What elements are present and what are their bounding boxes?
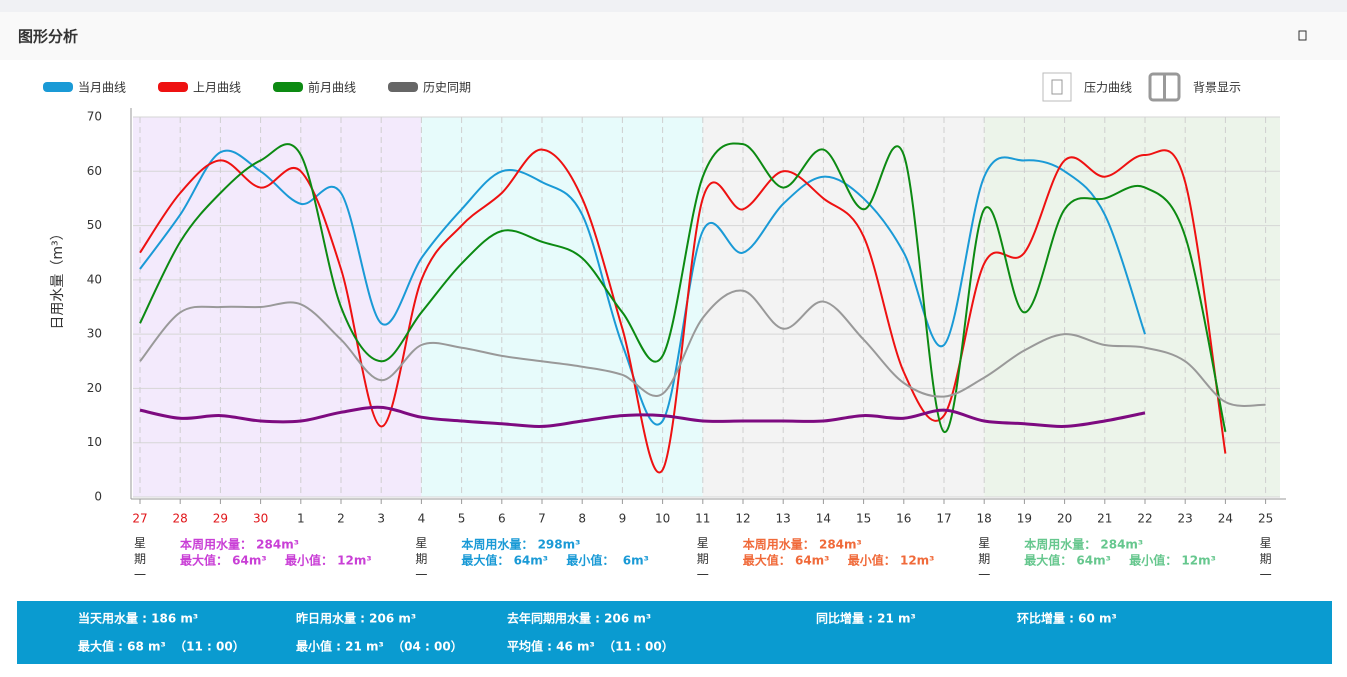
x-tick-label: 13 <box>776 512 791 526</box>
weekday-label: 星期一 <box>415 536 427 582</box>
x-tick-label: 5 <box>458 512 466 526</box>
weekday-label: 星期一 <box>134 536 146 582</box>
x-tick-label: 22 <box>1137 512 1152 526</box>
x-tick-label: 20 <box>1057 512 1072 526</box>
legend-label: 上月曲线 <box>193 81 241 95</box>
week-max: 最大值： 64m³ <box>743 553 830 568</box>
summary-item: 最小值 : 21 m³ （04 : 00） <box>296 639 463 654</box>
x-tick-label: 6 <box>498 512 506 526</box>
x-tick-label: 28 <box>173 512 188 526</box>
x-tick-label: 17 <box>936 512 951 526</box>
summary: 当天用水量 : 186 m³ 昨日用水量 : 206 m³ 去年同期用水量 : 20… <box>78 611 1117 654</box>
week-band <box>702 117 985 497</box>
x-tick-label: 23 <box>1178 512 1193 526</box>
weekday-label: 星期一 <box>697 536 709 582</box>
week-total: 本周用水量： 298m³ <box>461 537 580 552</box>
x-tick-label: 12 <box>735 512 750 526</box>
x-tick-label: 18 <box>977 512 992 526</box>
background-label[interactable]: 背景显示 <box>1193 81 1241 95</box>
x-tick-label: 19 <box>1017 512 1032 526</box>
y-tick-label: 20 <box>87 381 102 395</box>
week-total: 本周用水量： 284m³ <box>743 537 862 552</box>
legend-swatch <box>388 82 418 92</box>
summary-item: 同比增量 : 21 m³ <box>816 611 916 626</box>
x-tick-label: 14 <box>816 512 831 526</box>
x-tick-label: 8 <box>578 512 586 526</box>
y-tick-label: 60 <box>87 164 102 178</box>
x-tick-label: 24 <box>1218 512 1233 526</box>
x-tick-label: 11 <box>695 512 710 526</box>
week-min: 最小值： 6m³ <box>566 553 648 568</box>
checkbox-icon <box>1051 79 1063 95</box>
week-band <box>984 117 1280 497</box>
week-band <box>133 117 422 497</box>
legend-label: 当月曲线 <box>78 81 126 95</box>
summary-item: 环比增量 : 60 m³ <box>1017 611 1117 626</box>
x-tick-label: 3 <box>377 512 385 526</box>
y-tick-label: 30 <box>87 327 102 341</box>
header-bar <box>0 12 1347 60</box>
week-max: 最大值： 64m³ <box>180 553 267 568</box>
x-tick-label: 2 <box>337 512 345 526</box>
series-line <box>139 289 1266 407</box>
week-min: 最小值： 12m³ <box>1129 553 1216 568</box>
legend-swatch <box>273 82 303 92</box>
y-tick-label: 50 <box>87 218 102 232</box>
summary-item: 平均值 : 46 m³ （11 : 00） <box>507 639 674 654</box>
x-tick-label: 16 <box>896 512 911 526</box>
series-line <box>139 405 1146 428</box>
y-tick-label: 10 <box>87 435 102 449</box>
x-tick-label: 1 <box>297 512 305 526</box>
x-tick-label: 21 <box>1097 512 1112 526</box>
y-tick-label: 0 <box>94 490 102 504</box>
legend-label: 前月曲线 <box>308 80 356 95</box>
summary-item: 去年同期用水量 : 206 m³ <box>507 611 651 626</box>
pressure-label[interactable]: 压力曲线 <box>1084 81 1132 95</box>
legend-label: 历史同期 <box>423 81 471 95</box>
week-band <box>421 117 703 497</box>
x-tick-label: 27 <box>132 512 147 526</box>
x-tick-label: 30 <box>253 512 268 526</box>
legend-swatch <box>158 82 188 92</box>
y-tick-label: 40 <box>87 272 102 286</box>
series-line <box>139 142 1227 433</box>
legend-swatch <box>43 82 73 92</box>
x-tick-label: 25 <box>1258 512 1273 526</box>
series-line <box>139 148 1227 474</box>
pressure-checkbox[interactable] <box>1042 72 1072 102</box>
header-title: 图形分析 <box>18 28 78 46</box>
week-max: 最大值： 64m³ <box>461 553 548 568</box>
week-min: 最小值： 12m³ <box>285 553 372 568</box>
x-tick-label: 15 <box>856 512 871 526</box>
x-tick-label: 9 <box>619 512 627 526</box>
x-tick-label: 4 <box>418 512 426 526</box>
summary-item: 最大值 : 68 m³ （11 : 00） <box>78 639 245 654</box>
week-total: 本周用水量： 284m³ <box>180 537 299 552</box>
weekday-label: 星期一 <box>978 536 990 582</box>
summary-item: 当天用水量 : 186 m³ <box>78 611 198 626</box>
y-tick-label: 70 <box>87 110 102 124</box>
week-min: 最小值： 12m³ <box>848 553 935 568</box>
summary-item: 昨日用水量 : 206 m³ <box>296 611 416 626</box>
weekday-label: 星期一 <box>1260 536 1272 582</box>
week-total: 本周用水量： 284m³ <box>1024 537 1143 552</box>
summary-bar <box>17 601 1332 664</box>
expand-icon[interactable] <box>1298 30 1307 41</box>
x-tick-label: 7 <box>538 512 546 526</box>
x-tick-label: 10 <box>655 512 670 526</box>
week-max: 最大值： 64m³ <box>1024 553 1111 568</box>
x-tick-label: 29 <box>213 512 228 526</box>
series-line <box>139 149 1146 426</box>
y-axis-label: 日用水量（m³） <box>50 226 66 329</box>
